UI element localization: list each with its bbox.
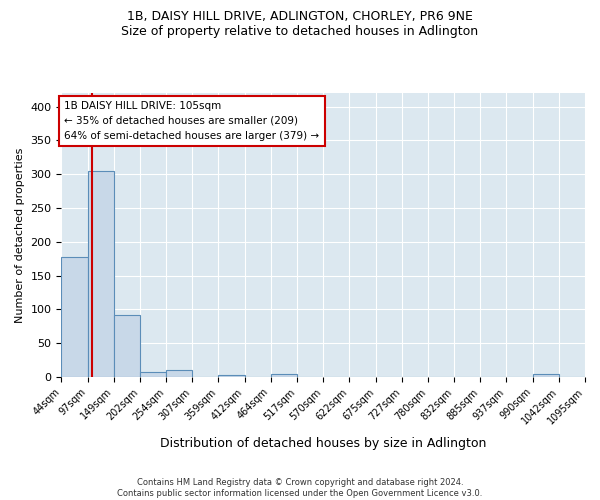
Bar — [61, 258, 88, 377]
Bar — [166, 370, 193, 377]
Bar — [88, 171, 114, 377]
Bar — [114, 315, 140, 377]
Text: 1B, DAISY HILL DRIVE, ADLINGTON, CHORLEY, PR6 9NE
Size of property relative to d: 1B, DAISY HILL DRIVE, ADLINGTON, CHORLEY… — [121, 10, 479, 38]
Bar — [140, 372, 166, 377]
Bar — [271, 374, 297, 377]
Y-axis label: Number of detached properties: Number of detached properties — [15, 148, 25, 322]
X-axis label: Distribution of detached houses by size in Adlington: Distribution of detached houses by size … — [160, 437, 487, 450]
Text: 1B DAISY HILL DRIVE: 105sqm
← 35% of detached houses are smaller (209)
64% of se: 1B DAISY HILL DRIVE: 105sqm ← 35% of det… — [64, 101, 320, 140]
Text: Contains HM Land Registry data © Crown copyright and database right 2024.
Contai: Contains HM Land Registry data © Crown c… — [118, 478, 482, 498]
Bar — [533, 374, 559, 377]
Bar — [218, 375, 245, 377]
